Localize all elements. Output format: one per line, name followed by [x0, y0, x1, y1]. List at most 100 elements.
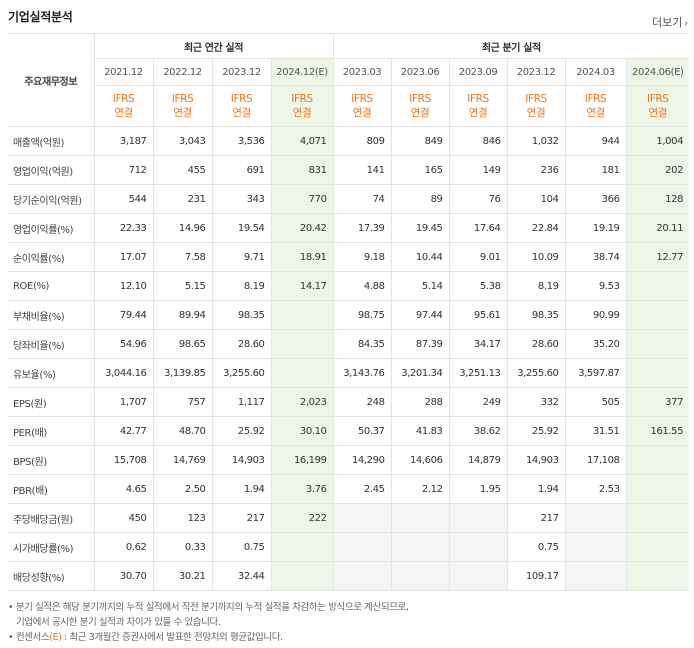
table-cell: 8.19	[211, 271, 272, 301]
table-row: ROE(%) 12.10 5.15 8.19 14.17 4.88 5.14 5.38 8.19…	[8, 271, 690, 301]
table-cell: 16,199	[270, 445, 334, 475]
table-row: BPS(원) 15,708 14,769 14,903 16,199 14,290 14,6…	[8, 445, 690, 475]
table-cell: 3.76	[270, 474, 334, 504]
table-row: 영업이익률(%) 22.33 14.96 19.54 20.42 17.39 19.45 17…	[8, 213, 690, 243]
table-cell: 18.91	[270, 242, 334, 272]
table-row: 부채비율(%) 79.44 89.94 98.35 98.75 97.44 95.61 98.…	[8, 300, 690, 330]
table-cell: 28.60	[211, 329, 272, 359]
table-cell: 3,201.34	[390, 358, 450, 388]
table-cell: 1,707	[93, 387, 154, 417]
table-cell: 1.95	[448, 474, 508, 504]
table-cell: 104	[506, 184, 566, 214]
table-cell: 5.38	[448, 271, 508, 301]
table-cell	[625, 532, 690, 562]
consolidated-label: 연결	[648, 107, 668, 119]
footnote-1-text: 분기 실적은 해당 분기까지의 누적 실적에서 직전 분기까지의 누적 실적을 …	[15, 602, 409, 613]
table-cell: 165	[390, 155, 450, 185]
table-cell: 10.44	[390, 242, 450, 272]
table-row: 당기순이익(억원) 544 231 343 770 74 89 76 104 366 128	[8, 184, 690, 214]
table-cell: 249	[448, 387, 508, 417]
table-cell: 4.65	[93, 474, 154, 504]
ifrs-header: IFRS 연결	[270, 85, 334, 127]
ifrs-header: IFRS 연결	[332, 85, 392, 127]
ifrs-label: IFRS	[467, 93, 489, 105]
ifrs-label: IFRS	[409, 93, 431, 105]
table-cell: 944	[564, 126, 627, 156]
table-cell: 5.14	[390, 271, 450, 301]
table-cell: 455	[152, 155, 213, 185]
ifrs-label: IFRS	[351, 93, 373, 105]
table-row: 주당배당금(원) 450 123 217 222 217	[8, 503, 690, 533]
period-header: 2024.03	[564, 58, 627, 86]
table-cell: 98.35	[211, 300, 272, 330]
table-cell	[390, 503, 450, 533]
table-cell	[625, 358, 690, 388]
table-cell: 98.35	[506, 300, 566, 330]
row-header-label: 주요재무정보	[8, 33, 95, 127]
consolidated-label: 연결	[292, 107, 312, 119]
ifrs-label: IFRS	[525, 93, 547, 105]
table-cell	[625, 445, 690, 475]
row-label: 시가배당률(%)	[8, 532, 95, 562]
table-cell: 41.83	[390, 416, 450, 446]
table-cell: 4,071	[270, 126, 334, 156]
group-quarter-header: 최근 분기 실적	[332, 33, 690, 59]
table-cell: 1,117	[211, 387, 272, 417]
table-cell: 76	[448, 184, 508, 214]
table-cell: 35.20	[564, 329, 627, 359]
ifrs-label: IFRS	[647, 93, 669, 105]
table-cell: 161.55	[625, 416, 690, 446]
table-cell	[625, 300, 690, 330]
table-cell	[270, 329, 334, 359]
row-label: PBR(배)	[8, 474, 95, 504]
table-cell: 14,769	[152, 445, 213, 475]
table-cell: 366	[564, 184, 627, 214]
table-cell: 3,255.60	[211, 358, 272, 388]
table-cell: 90.99	[564, 300, 627, 330]
table-cell: 5.15	[152, 271, 213, 301]
footnote-2-label: 컨센서스	[15, 632, 50, 643]
table-row: 시가배당률(%) 0.62 0.33 0.75 0.75	[8, 532, 690, 562]
table-cell: 343	[211, 184, 272, 214]
table-cell: 4.88	[332, 271, 392, 301]
more-link[interactable]: 더보기 ›	[652, 14, 688, 30]
period-header: 2021.12	[93, 58, 154, 86]
table-cell: 32.44	[211, 561, 272, 591]
financial-table: 주요재무정보 최근 연간 실적 최근 분기 실적 2021.12 2022.12 2…	[8, 33, 690, 591]
table-cell	[448, 561, 508, 591]
table-cell: 505	[564, 387, 627, 417]
more-label[interactable]: 더보기	[652, 16, 683, 29]
period-header: 2023.12	[211, 58, 272, 86]
table-cell	[270, 358, 334, 388]
table-cell: 3,043	[152, 126, 213, 156]
table-cell: 3,139.85	[152, 358, 213, 388]
ifrs-label: IFRS	[291, 93, 313, 105]
table-cell: 74	[332, 184, 392, 214]
row-label: 순이익률(%)	[8, 242, 95, 272]
table-cell: 288	[390, 387, 450, 417]
table-cell: 98.75	[332, 300, 392, 330]
table-cell: 12.10	[93, 271, 154, 301]
group-annual-header: 최근 연간 실적	[93, 33, 334, 59]
table-cell: 1.94	[211, 474, 272, 504]
table-cell: 12.77	[625, 242, 690, 272]
consolidated-label: 연결	[410, 107, 430, 119]
table-cell: 248	[332, 387, 392, 417]
table-cell	[564, 532, 627, 562]
table-cell: 202	[625, 155, 690, 185]
period-header: 2023.06	[390, 58, 450, 86]
table-cell	[625, 474, 690, 504]
table-cell: 28.60	[506, 329, 566, 359]
table-cell: 14,903	[506, 445, 566, 475]
table-cell: 17,108	[564, 445, 627, 475]
consolidated-label: 연결	[173, 107, 192, 119]
table-cell	[390, 532, 450, 562]
table-cell: 757	[152, 387, 213, 417]
table-cell: 19.54	[211, 213, 272, 243]
table-cell: 30.21	[152, 561, 213, 591]
table-cell: 38.74	[564, 242, 627, 272]
table-cell: 54.96	[93, 329, 154, 359]
table-cell: 42.77	[93, 416, 154, 446]
table-cell	[448, 503, 508, 533]
table-cell	[625, 271, 690, 301]
